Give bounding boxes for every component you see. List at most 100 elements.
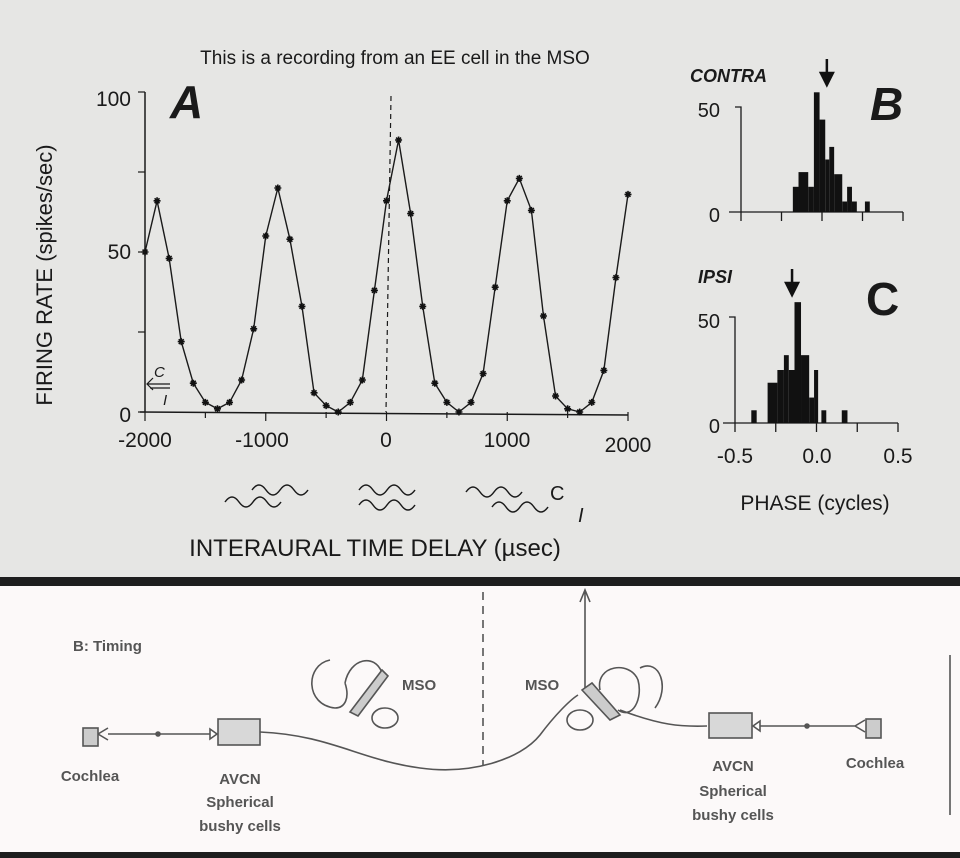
waveform-icons (224, 484, 549, 513)
histogram-bar (751, 410, 757, 423)
data-point-asterisk (443, 398, 451, 406)
wave-ipsi-lag-icon (224, 496, 282, 508)
right-mso-label: MSO (525, 677, 560, 694)
left-spherical-label: Spherical (206, 794, 274, 811)
data-point-asterisk (467, 398, 475, 406)
data-point-asterisk (395, 136, 403, 144)
wave-i-label: I (578, 505, 584, 527)
wave-c-label: C (550, 483, 564, 505)
x-tick-label: -0.5 (717, 445, 753, 468)
figure-title: This is a recording from an EE cell in t… (200, 48, 590, 69)
data-point-asterisk (165, 254, 173, 262)
data-point-asterisk (552, 392, 560, 400)
timing-diagram: B: Timing MSO Cochlea AVCN Spherical bus… (61, 587, 951, 835)
histogram-ipsi (723, 269, 899, 432)
left-mso-label: MSO (402, 677, 437, 694)
panel-a: A FIRING RATE (spikes/sec) INTERAURAL TI… (32, 76, 651, 562)
x-tick-label: 2000 (605, 434, 652, 457)
data-point-asterisk (298, 302, 306, 310)
right-cochlea-icon (865, 718, 882, 739)
wave-ipsi-inphase-icon (358, 499, 416, 511)
panel-c: IPSI C 50 0 -0.5 0.0 0.5 PHASE (cycles) (698, 267, 913, 515)
x-tick-label: 0.5 (883, 445, 912, 468)
wave-ipsi-lead-icon (491, 501, 549, 513)
left-mntb-icon (371, 707, 399, 729)
x-tick-label: -2000 (118, 429, 172, 452)
data-point-asterisk (527, 206, 535, 214)
histogram-bar (834, 174, 843, 212)
right-mso-icon (580, 681, 622, 721)
data-point-asterisk (346, 398, 354, 406)
data-point-asterisk (503, 197, 511, 205)
data-point-asterisk (358, 376, 366, 384)
data-point-asterisk (539, 312, 547, 320)
data-point-asterisk (370, 286, 378, 294)
data-point-asterisk (334, 408, 342, 416)
data-point-asterisk (250, 325, 258, 333)
data-point-asterisk (189, 379, 197, 387)
separator-band (0, 577, 960, 586)
data-point-asterisk (612, 274, 620, 282)
histogram-bar (821, 410, 827, 423)
right-spherical-label: Spherical (699, 783, 767, 800)
mean-phase-arrow-icon (818, 59, 835, 88)
left-synapse-icon (209, 727, 219, 741)
monaural-rate-arrow-icon (146, 377, 170, 391)
panel-letter-b: B (870, 78, 903, 130)
panel-letter-c: C (866, 273, 899, 325)
x-tick-label: 0.0 (802, 445, 831, 468)
data-point-asterisk (274, 184, 282, 192)
histogram-bar (829, 146, 835, 212)
y-tick-label: 50 (108, 241, 131, 264)
left-mso-icon (348, 668, 390, 718)
wave-contra-lead-icon (251, 484, 309, 496)
histogram-bar (801, 355, 810, 423)
y-tick-label: 50 (698, 311, 720, 333)
data-point-asterisk (201, 398, 209, 406)
wave-contra-inphase-icon (358, 484, 416, 496)
right-cochlea-label: Cochlea (846, 755, 905, 772)
data-point-asterisk (564, 405, 572, 413)
contra-label: CONTRA (690, 66, 767, 86)
data-point-asterisk (431, 379, 439, 387)
histogram-bar (851, 201, 857, 212)
histogram-bar (864, 201, 870, 212)
right-auditory-nerve (760, 719, 866, 733)
histogram-bar (842, 201, 848, 212)
left-avcn-to-right-mso-axon (259, 694, 579, 771)
panel-b: CONTRA B 50 0 (690, 59, 904, 227)
right-avcn-label: AVCN (712, 758, 753, 775)
y-tick-label: 0 (119, 404, 131, 427)
data-point-asterisk (419, 302, 427, 310)
data-point-asterisk (177, 338, 185, 346)
data-point-asterisk (286, 235, 294, 243)
x-tick-label: 1000 (484, 429, 531, 452)
left-cochlea-icon (82, 727, 99, 747)
left-cochlea-label: Cochlea (61, 768, 120, 785)
left-node-icon (155, 731, 161, 737)
data-point-asterisk (491, 283, 499, 291)
histogram-bar (809, 397, 815, 423)
x-tick-label: 0 (380, 429, 392, 452)
top-panel-background (0, 0, 960, 577)
series-firing-rate (141, 136, 632, 416)
x-tick-label: -1000 (235, 429, 289, 452)
data-point-asterisk (479, 370, 487, 378)
panel-letter-a: A (169, 76, 203, 128)
histogram-bar (808, 186, 814, 212)
histogram-bar (792, 186, 799, 212)
wave-contra-lag-icon (465, 486, 523, 498)
histogram-bar (798, 172, 809, 212)
y-tick-label: 0 (709, 416, 720, 438)
diagram-background (0, 586, 960, 852)
left-avcn-label: AVCN (219, 771, 260, 788)
phase-axis-label: PHASE (cycles) (740, 492, 889, 515)
right-brainstem-nuclei-icon (598, 665, 664, 714)
data-point-asterisk (322, 402, 330, 410)
zero-delay-reference-line (385, 95, 392, 413)
histogram-bar (841, 410, 848, 423)
right-bushy-cells-label: bushy cells (692, 807, 774, 824)
histogram-bar (788, 370, 795, 423)
histogram-bar (783, 355, 789, 423)
